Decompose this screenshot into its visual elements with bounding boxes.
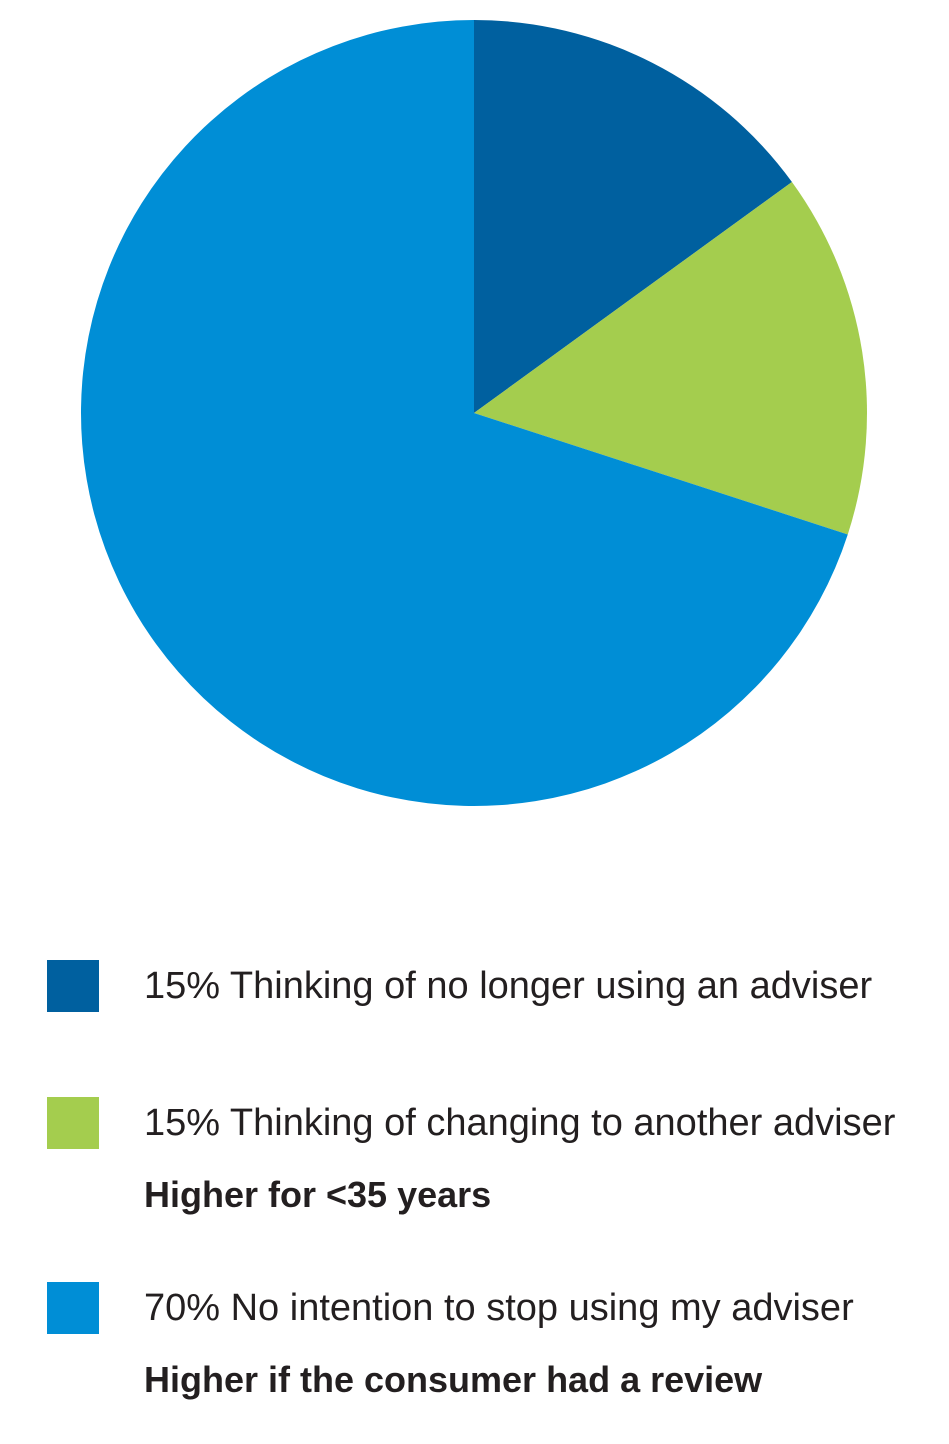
legend-note: Higher for <35 years (144, 1174, 492, 1215)
legend-swatch-dark-blue (47, 960, 99, 1012)
legend-label: 15% Thinking of changing to another advi… (144, 1102, 896, 1144)
legend-swatch-green (47, 1097, 99, 1149)
pie-slice-no-longer-using (474, 20, 792, 413)
pie-slice-no-intention (81, 20, 848, 806)
legend-label: 70% No intention to stop using my advise… (144, 1287, 854, 1329)
pie-chart (81, 20, 867, 806)
pie-slice-changing-adviser (474, 182, 867, 535)
legend-swatch-light-blue (47, 1282, 99, 1334)
legend-note: Higher if the consumer had a review (144, 1359, 763, 1400)
legend-label: 15% Thinking of no longer using an advis… (144, 965, 873, 1007)
